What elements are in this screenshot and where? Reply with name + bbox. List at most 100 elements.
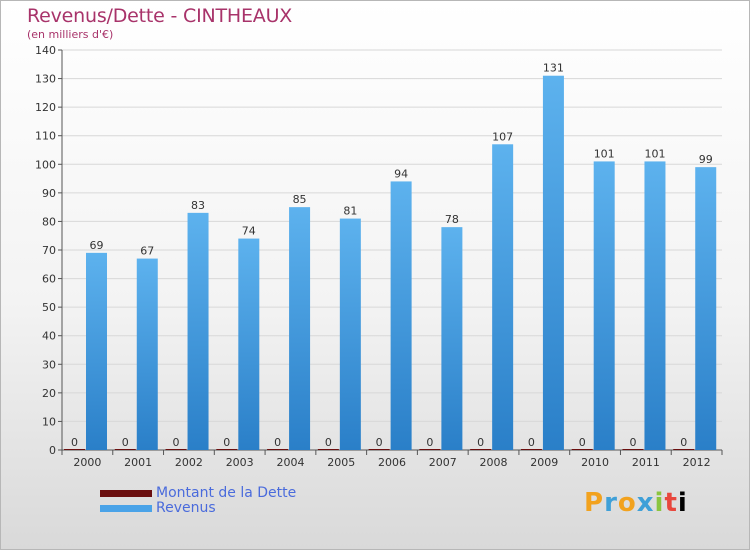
chart-title: Revenus/Dette - CINTHEAUX	[27, 5, 293, 27]
logo-letter: r	[604, 488, 618, 518]
x-tick-label: 2002	[175, 456, 203, 469]
bar-dette	[673, 449, 695, 450]
bar-revenus	[238, 238, 260, 450]
data-label-dette: 0	[122, 436, 129, 449]
data-label-revenus: 81	[343, 205, 357, 218]
bar-dette	[470, 449, 492, 450]
data-label-dette: 0	[477, 436, 484, 449]
data-label-dette: 0	[376, 436, 383, 449]
bar-dette	[368, 449, 390, 450]
x-tick-label: 2008	[480, 456, 508, 469]
data-label-dette: 0	[426, 436, 433, 449]
x-tick-label: 2004	[276, 456, 304, 469]
data-label-revenus: 131	[543, 62, 564, 75]
data-label-dette: 0	[274, 436, 281, 449]
y-tick-label: 110	[35, 130, 56, 143]
logo-letter: t	[664, 488, 678, 518]
bar-revenus	[289, 207, 311, 450]
x-tick-label: 2006	[378, 456, 406, 469]
y-tick-label: 120	[35, 101, 56, 114]
x-tick-label: 2007	[429, 456, 457, 469]
bar-revenus	[339, 218, 361, 450]
bar-revenus	[136, 258, 158, 450]
legend-label-dette: Montant de la Dette	[156, 485, 297, 501]
legend-label-revenus: Revenus	[156, 500, 216, 516]
data-label-revenus: 101	[594, 147, 615, 160]
bar-dette	[114, 449, 136, 450]
data-label-revenus: 74	[242, 225, 256, 238]
data-label-revenus: 69	[90, 239, 104, 252]
x-tick-label: 2010	[581, 456, 609, 469]
bar-dette	[622, 449, 644, 450]
data-label-revenus: 85	[293, 193, 307, 206]
bar-dette	[165, 449, 187, 450]
y-tick-label: 50	[42, 301, 56, 314]
data-label-revenus: 78	[445, 213, 459, 226]
bar-revenus	[492, 144, 514, 451]
bar-dette	[571, 449, 593, 450]
logo-letter: i	[654, 488, 665, 518]
data-label-dette: 0	[71, 436, 78, 449]
legend-swatch-dette	[100, 490, 152, 497]
logo-letter: i	[677, 488, 688, 518]
data-label-dette: 0	[325, 436, 332, 449]
legend-item-revenus: Revenus	[100, 501, 296, 516]
data-label-dette: 0	[528, 436, 535, 449]
legend: Montant de la Dette Revenus	[100, 486, 296, 516]
data-label-dette: 0	[680, 436, 687, 449]
chart-subtitle: (en milliers d'€)	[27, 28, 114, 41]
y-tick-label: 70	[42, 244, 56, 257]
data-label-dette: 0	[629, 436, 636, 449]
bar-revenus	[644, 161, 666, 450]
bar-revenus	[86, 252, 107, 450]
y-tick-label: 20	[42, 387, 56, 400]
data-label-dette: 0	[173, 436, 180, 449]
bars: 0 69 0 67 0 83 0 74 0 85 0 81 0 94 0 78 0 107 0 131 0 101 0 101…	[64, 62, 717, 451]
bar-revenus	[695, 167, 717, 450]
data-label-dette: 0	[223, 436, 230, 449]
x-tick-label: 2005	[327, 456, 355, 469]
x-tick-label: 2001	[124, 456, 152, 469]
x-tick-label: 2000	[73, 456, 101, 469]
x-tick-label: 2012	[683, 456, 711, 469]
bar-revenus	[542, 75, 564, 450]
y-tick-label: 10	[42, 415, 56, 428]
data-label-revenus: 83	[191, 199, 205, 212]
y-tick-label: 90	[42, 187, 56, 200]
proxiti-logo: Proxiti	[584, 488, 688, 518]
y-tick-label: 140	[35, 44, 56, 57]
data-label-revenus: 94	[394, 167, 408, 180]
bar-dette	[317, 449, 339, 450]
y-tick-label: 100	[35, 158, 56, 171]
data-label-revenus: 67	[140, 245, 154, 258]
y-tick-label: 30	[42, 358, 56, 371]
bar-dette	[267, 449, 289, 450]
bar-revenus	[187, 212, 209, 450]
y-tick-label: 60	[42, 273, 56, 286]
data-label-revenus: 101	[644, 147, 665, 160]
x-tick-label: 2009	[530, 456, 558, 469]
legend-item-dette: Montant de la Dette	[100, 486, 296, 501]
y-axis: 0 10 20 30 40 50 60 70 80 90 100 110 120 130 140	[35, 44, 63, 457]
logo-letter: P	[584, 488, 605, 518]
legend-swatch-revenus	[100, 505, 152, 512]
logo-letter: o	[617, 488, 637, 518]
bar-dette	[520, 449, 542, 450]
data-label-revenus: 107	[492, 130, 513, 143]
bar-revenus	[593, 161, 615, 450]
bar-dette	[216, 449, 238, 450]
bar-dette	[64, 449, 85, 450]
x-axis: 2000 2001 2002 2003 2004 2005 2006 2007 2008 2009…	[61, 449, 723, 469]
data-label-dette: 0	[579, 436, 586, 449]
y-tick-label: 40	[42, 330, 56, 343]
y-tick-label: 80	[42, 215, 56, 228]
bar-dette	[419, 449, 441, 450]
y-tick-label: 130	[35, 73, 56, 86]
bar-revenus	[390, 181, 412, 450]
logo-letter: x	[636, 488, 655, 518]
bar-revenus	[441, 227, 463, 450]
data-label-revenus: 99	[699, 153, 713, 166]
y-tick-label: 0	[49, 444, 56, 457]
